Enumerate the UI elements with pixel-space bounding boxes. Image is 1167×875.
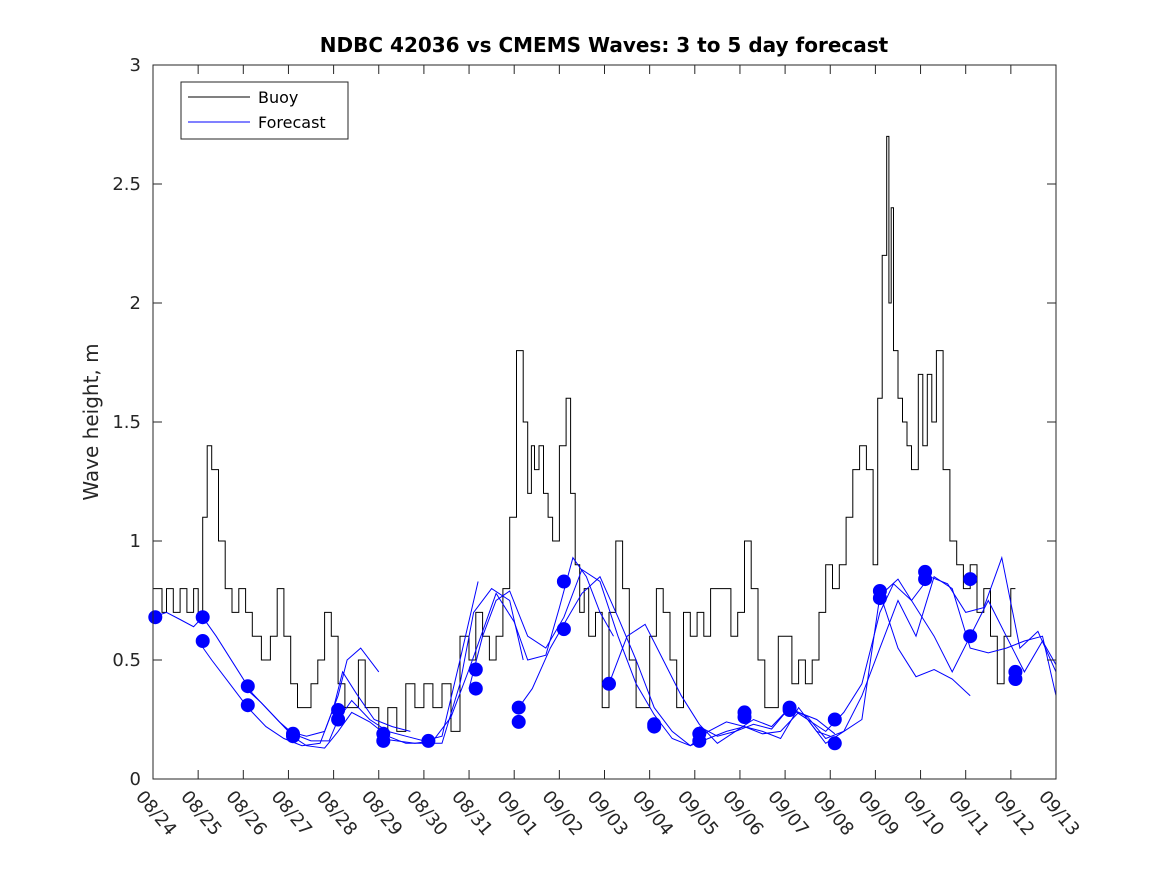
forecast-marker [240, 679, 255, 694]
legend-forecast-label: Forecast [258, 113, 326, 132]
forecast-run-line [197, 640, 411, 747]
forecast-marker [918, 572, 933, 587]
y-tick-label: 0 [130, 769, 141, 790]
forecast-marker [195, 610, 210, 625]
forecast-marker [148, 610, 163, 625]
forecast-marker [468, 662, 483, 677]
y-axis-label: Wave height, m [79, 343, 103, 500]
forecast-marker [286, 729, 300, 744]
forecast-marker [556, 574, 571, 589]
forecast-marker [872, 591, 887, 606]
forecast-marker [647, 719, 662, 734]
forecast-run-line [468, 568, 831, 747]
forecast-marker [468, 681, 483, 696]
forecast-marker [963, 572, 978, 587]
forecast-marker [376, 733, 391, 748]
forecast-marker [331, 712, 346, 727]
legend-box [180, 81, 349, 140]
y-tick-label: 3 [130, 55, 141, 76]
legend-buoy-label: Buoy [258, 88, 298, 107]
forecast-run-line [242, 581, 479, 742]
forecast-run-line [288, 587, 524, 749]
forecast-marker [1008, 672, 1023, 686]
y-tick-label: 2.5 [112, 174, 141, 195]
forecast-marker [827, 736, 842, 751]
forecast-marker [737, 710, 752, 725]
forecast-marker [782, 703, 797, 717]
y-tick-label: 1 [130, 531, 141, 552]
forecast-marker [827, 712, 842, 727]
forecast-marker [511, 714, 526, 729]
forecast-run-line [879, 593, 971, 697]
forecast-marker [556, 622, 571, 637]
legend: Buoy Forecast [180, 81, 349, 140]
forecast-marker [963, 629, 978, 644]
y-tick-label: 1.5 [112, 412, 141, 433]
forecast-marker [195, 634, 210, 648]
forecast-marker [692, 733, 707, 748]
forecast-marker [421, 733, 436, 748]
forecast-run-line [699, 575, 1057, 740]
buoy-series-line [153, 135, 1016, 732]
forecast-marker [511, 700, 526, 715]
forecast-marker [602, 676, 616, 691]
forecast-marker [240, 698, 255, 713]
y-tick-label: 0.5 [112, 650, 141, 671]
y-tick-label: 2 [130, 293, 141, 314]
chart-title: NDBC 42036 vs CMEMS Waves: 3 to 5 day fo… [320, 33, 889, 57]
